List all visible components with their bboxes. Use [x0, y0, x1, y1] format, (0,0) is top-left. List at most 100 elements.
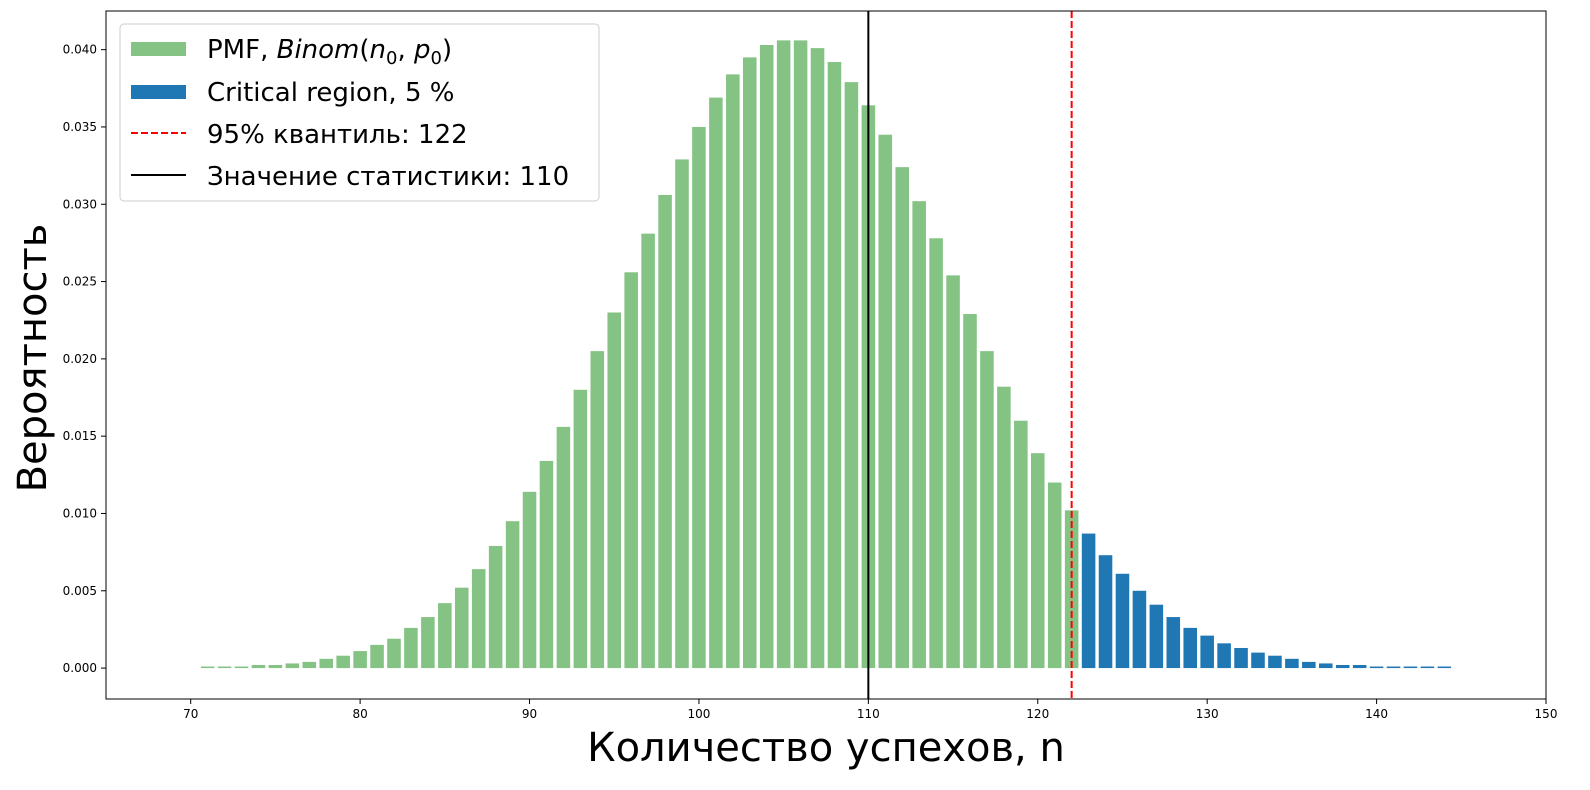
bar-pmf-77 [302, 661, 317, 669]
bar-pmf-121 [1047, 482, 1062, 669]
bar-pmf-112 [895, 167, 910, 669]
bar-critical-143 [1420, 666, 1435, 669]
bar-pmf-88 [488, 545, 503, 669]
x-tick-label-150: 150 [1535, 707, 1558, 721]
x-axis-label: Количество успехов, n [587, 725, 1065, 771]
bar-pmf-85 [438, 603, 452, 669]
bar-critical-137 [1318, 663, 1333, 669]
bar-pmf-90 [522, 491, 537, 669]
bar-critical-134 [1268, 655, 1282, 669]
legend-label-pmf-close-paren: ) [442, 35, 452, 65]
y-tick-label-4: 0.020 [63, 352, 97, 366]
bar-pmf-95 [607, 312, 622, 669]
bar-pmf-91 [539, 460, 554, 669]
bar-critical-128 [1166, 617, 1181, 669]
bar-pmf-97 [641, 233, 655, 669]
y-tick-label-5: 0.025 [63, 275, 97, 289]
bar-pmf-98 [658, 194, 672, 669]
legend-label-pmf-binom: Binom [277, 35, 360, 65]
y-tick-label-1: 0.005 [63, 584, 97, 598]
x-tick-label-120: 120 [1026, 707, 1049, 721]
bar-critical-125 [1115, 573, 1130, 669]
bar-pmf-101 [709, 97, 723, 669]
x-tick-label-130: 130 [1196, 707, 1219, 721]
bar-critical-138 [1335, 664, 1350, 669]
bar-pmf-120 [1030, 453, 1045, 669]
bar-pmf-94 [590, 351, 605, 669]
bar-pmf-72 [217, 666, 232, 669]
bar-critical-133 [1251, 652, 1265, 669]
bar-critical-144 [1437, 666, 1452, 669]
bar-pmf-115 [946, 275, 960, 669]
legend-label-pmf-n: n [370, 35, 386, 65]
x-tick-label-70: 70 [183, 707, 198, 721]
bar-pmf-103 [742, 57, 757, 669]
y-tick-label-7: 0.035 [63, 120, 97, 134]
legend-label-pmf-p-sub: 0 [431, 48, 442, 69]
legend-label-pmf-n-sub: 0 [386, 48, 397, 69]
y-tick-label-6: 0.030 [63, 197, 97, 211]
bar-pmf-75 [268, 664, 283, 669]
plot-frame [105, 10, 1547, 700]
bar-critical-140 [1369, 666, 1384, 669]
bar-pmf-89 [505, 521, 520, 669]
bar-pmf-87 [471, 569, 486, 669]
legend: PMF, Binom(n0, p0) Critical region, 5 % … [119, 23, 600, 202]
bar-critical-139 [1352, 664, 1367, 669]
bar-pmf-116 [963, 314, 977, 669]
bar-pmf-102 [726, 74, 740, 669]
legend-label-quantile: 95% квантиль: 122 [207, 120, 468, 150]
x-tick-label-100: 100 [687, 707, 710, 721]
y-tick-label-8: 0.040 [63, 43, 97, 57]
bar-pmf-78 [319, 658, 334, 669]
bar-critical-135 [1285, 658, 1299, 669]
bar-critical-130 [1200, 635, 1214, 669]
legend-label-pmf: PMF, Binom(n0, p0) [207, 35, 452, 69]
bar-pmf-111 [878, 134, 893, 669]
y-tick-label-2: 0.010 [63, 506, 97, 520]
y-axis-ticks: 0.000 0.005 0.010 0.015 0.020 0.025 0.030 0.035… [63, 43, 106, 675]
bar-pmf-109 [844, 82, 859, 669]
bar-critical-126 [1132, 590, 1147, 669]
bars-group [200, 40, 1452, 669]
bar-pmf-107 [810, 48, 825, 669]
legend-label-pmf-comma: , [397, 35, 414, 65]
bar-critical-129 [1183, 627, 1198, 669]
bar-pmf-108 [827, 62, 842, 669]
y-tick-label-3: 0.015 [63, 429, 97, 443]
bar-pmf-79 [336, 655, 350, 669]
reference-lines-group [867, 11, 1073, 699]
y-tick-label-0: 0.000 [63, 661, 97, 675]
bar-pmf-81 [370, 644, 384, 669]
legend-label-pmf-open-paren: ( [359, 35, 369, 65]
bar-pmf-84 [421, 617, 435, 669]
bar-pmf-71 [200, 666, 215, 669]
bar-pmf-100 [692, 126, 706, 669]
legend-label-pmf-prefix: PMF, [207, 35, 277, 65]
bar-pmf-80 [353, 651, 367, 669]
bar-pmf-92 [556, 426, 571, 669]
bar-pmf-93 [573, 389, 588, 669]
bar-pmf-96 [624, 272, 638, 669]
legend-label-pmf-p: p [413, 35, 431, 65]
bar-critical-131 [1217, 643, 1231, 669]
bar-critical-136 [1302, 661, 1316, 669]
x-tick-label-80: 80 [352, 707, 367, 721]
bar-pmf-114 [929, 238, 943, 669]
bar-pmf-105 [776, 40, 791, 669]
y-axis-label: Вероятность [10, 224, 56, 493]
bar-critical-124 [1098, 555, 1113, 669]
bar-pmf-119 [1014, 420, 1028, 669]
legend-frame [119, 23, 600, 202]
bar-pmf-74 [251, 664, 266, 669]
bar-pmf-76 [285, 663, 300, 669]
bar-critical-132 [1234, 647, 1248, 669]
legend-label-statistic: Значение статистики: 110 [207, 162, 569, 192]
bar-pmf-106 [793, 40, 808, 669]
bar-critical-123 [1081, 533, 1096, 669]
bar-pmf-83 [404, 627, 418, 669]
x-tick-label-90: 90 [522, 707, 537, 721]
bar-pmf-99 [675, 159, 689, 669]
bar-pmf-82 [387, 638, 401, 669]
